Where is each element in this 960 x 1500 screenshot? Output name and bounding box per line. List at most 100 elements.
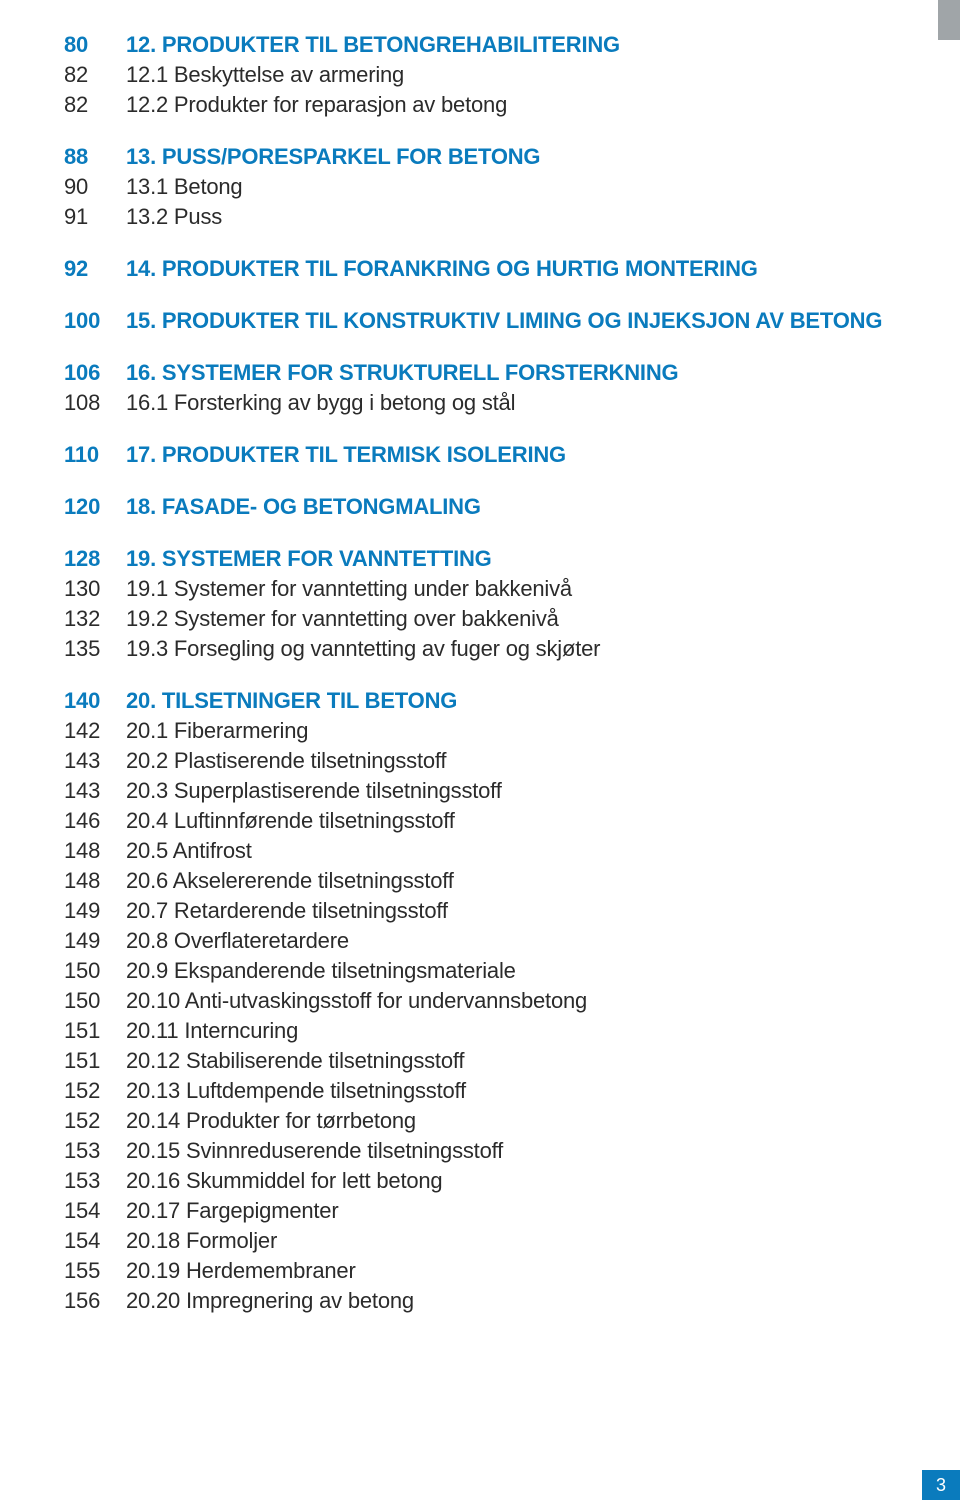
toc-heading-page: 80 — [64, 34, 126, 56]
toc-section: 12819. SYSTEMER FOR VANNTETTING13019.1 S… — [64, 548, 896, 660]
toc-item-label: 20.15 Svinnreduserende tilsetningsstoff — [126, 1140, 503, 1162]
toc-heading-page: 92 — [64, 258, 126, 280]
toc-item-row[interactable]: 9113.2 Puss — [64, 206, 896, 228]
toc-item-label: 20.10 Anti-utvaskingsstoff for undervann… — [126, 990, 587, 1012]
toc-item-label: 13.2 Puss — [126, 206, 222, 228]
toc-item-row[interactable]: 14320.2 Plastiserende tilsetningsstoff — [64, 750, 896, 772]
toc-item-label: 19.1 Systemer for vanntetting under bakk… — [126, 578, 572, 600]
toc-item-label: 20.14 Produkter for tørrbetong — [126, 1110, 416, 1132]
toc-item-page: 151 — [64, 1020, 126, 1042]
toc-item-row[interactable]: 9013.1 Betong — [64, 176, 896, 198]
toc-item-row[interactable]: 14620.4 Luftinnførende tilsetningsstoff — [64, 810, 896, 832]
toc-section: 11017. PRODUKTER TIL TERMISK ISOLERING — [64, 444, 896, 466]
toc-item-page: 152 — [64, 1110, 126, 1132]
toc-heading-page: 88 — [64, 146, 126, 168]
toc-heading-row[interactable]: 12819. SYSTEMER FOR VANNTETTING — [64, 548, 896, 570]
toc-item-row[interactable]: 15320.15 Svinnreduserende tilsetningssto… — [64, 1140, 896, 1162]
toc-item-row[interactable]: 13219.2 Systemer for vanntetting over ba… — [64, 608, 896, 630]
toc-heading-page: 128 — [64, 548, 126, 570]
toc-item-label: 19.2 Systemer for vanntetting over bakke… — [126, 608, 559, 630]
toc-item-row[interactable]: 15520.19 Herdemembraner — [64, 1260, 896, 1282]
toc-item-label: 20.12 Stabiliserende tilsetningsstoff — [126, 1050, 464, 1072]
toc-item-label: 20.19 Herdemembraner — [126, 1260, 356, 1282]
toc-heading-title: 20. TILSETNINGER TIL BETONG — [126, 690, 457, 712]
toc-item-page: 90 — [64, 176, 126, 198]
toc-item-row[interactable]: 13519.3 Forsegling og vanntetting av fug… — [64, 638, 896, 660]
toc-heading-page: 120 — [64, 496, 126, 518]
toc-heading-row[interactable]: 10015. PRODUKTER TIL KONSTRUKTIV LIMING … — [64, 310, 896, 332]
toc-section: 9214. PRODUKTER TIL FORANKRING OG HURTIG… — [64, 258, 896, 280]
page-number: 3 — [936, 1475, 946, 1496]
toc-item-label: 20.20 Impregnering av betong — [126, 1290, 414, 1312]
toc-item-label: 20.11 Interncuring — [126, 1020, 298, 1042]
toc-item-label: 20.7 Retarderende tilsetningsstoff — [126, 900, 448, 922]
toc-item-row[interactable]: 13019.1 Systemer for vanntetting under b… — [64, 578, 896, 600]
toc-item-row[interactable]: 14220.1 Fiberarmering — [64, 720, 896, 742]
toc-item-label: 20.13 Luftdempende tilsetningsstoff — [126, 1080, 466, 1102]
toc-item-row[interactable]: 15320.16 Skummiddel for lett betong — [64, 1170, 896, 1192]
toc-item-row[interactable]: 15220.13 Luftdempende tilsetningsstoff — [64, 1080, 896, 1102]
toc-heading-row[interactable]: 9214. PRODUKTER TIL FORANKRING OG HURTIG… — [64, 258, 896, 280]
toc-heading-page: 110 — [64, 444, 126, 466]
toc-item-label: 20.16 Skummiddel for lett betong — [126, 1170, 442, 1192]
toc-item-page: 143 — [64, 780, 126, 802]
toc-item-label: 20.2 Plastiserende tilsetningsstoff — [126, 750, 446, 772]
toc-heading-row[interactable]: 8813. PUSS/PORESPARKEL FOR BETONG — [64, 146, 896, 168]
toc-item-page: 152 — [64, 1080, 126, 1102]
toc-item-row[interactable]: 14820.6 Akselererende tilsetningsstoff — [64, 870, 896, 892]
toc-item-row[interactable]: 8212.1 Beskyttelse av armering — [64, 64, 896, 86]
toc-item-page: 150 — [64, 960, 126, 982]
toc-item-row[interactable]: 14820.5 Antifrost — [64, 840, 896, 862]
toc-item-page: 153 — [64, 1140, 126, 1162]
toc-item-page: 82 — [64, 94, 126, 116]
toc-heading-row[interactable]: 10616. SYSTEMER FOR STRUKTURELL FORSTERK… — [64, 362, 896, 384]
toc-item-label: 20.3 Superplastiserende tilsetningsstoff — [126, 780, 502, 802]
toc-item-page: 149 — [64, 900, 126, 922]
toc-heading-title: 19. SYSTEMER FOR VANNTETTING — [126, 548, 492, 570]
toc-item-row[interactable]: 15620.20 Impregnering av betong — [64, 1290, 896, 1312]
toc-item-label: 20.1 Fiberarmering — [126, 720, 308, 742]
toc-item-page: 156 — [64, 1290, 126, 1312]
toc-item-label: 20.6 Akselererende tilsetningsstoff — [126, 870, 454, 892]
toc-item-label: 19.3 Forsegling og vanntetting av fuger … — [126, 638, 600, 660]
toc-heading-title: 15. PRODUKTER TIL KONSTRUKTIV LIMING OG … — [126, 310, 882, 332]
toc-item-page: 146 — [64, 810, 126, 832]
toc-section: 8813. PUSS/PORESPARKEL FOR BETONG 9013.1 … — [64, 146, 896, 228]
toc-item-row[interactable]: 14320.3 Superplastiserende tilsetningsst… — [64, 780, 896, 802]
toc-item-row[interactable]: 15120.12 Stabiliserende tilsetningsstoff — [64, 1050, 896, 1072]
toc-item-page: 130 — [64, 578, 126, 600]
toc-item-page: 148 — [64, 840, 126, 862]
toc-heading-title: 18. FASADE- OG BETONGMALING — [126, 496, 481, 518]
toc-item-label: 20.5 Antifrost — [126, 840, 252, 862]
toc-heading-page: 100 — [64, 310, 126, 332]
toc-heading-row[interactable]: 11017. PRODUKTER TIL TERMISK ISOLERING — [64, 444, 896, 466]
toc-item-page: 82 — [64, 64, 126, 86]
toc-item-row[interactable]: 15420.18 Formoljer — [64, 1230, 896, 1252]
toc-item-label: 12.1 Beskyttelse av armering — [126, 64, 404, 86]
toc-heading-row[interactable]: 14020. TILSETNINGER TIL BETONG — [64, 690, 896, 712]
toc-item-page: 154 — [64, 1230, 126, 1252]
toc-item-row[interactable]: 14920.7 Retarderende tilsetningsstoff — [64, 900, 896, 922]
toc-heading-row[interactable]: 12018. FASADE- OG BETONGMALING — [64, 496, 896, 518]
toc-item-row[interactable]: 15220.14 Produkter for tørrbetong — [64, 1110, 896, 1132]
toc-heading-page: 140 — [64, 690, 126, 712]
toc-item-row[interactable]: 8212.2 Produkter for reparasjon av beton… — [64, 94, 896, 116]
toc-item-row[interactable]: 15120.11 Interncuring — [64, 1020, 896, 1042]
toc-section: 12018. FASADE- OG BETONGMALING — [64, 496, 896, 518]
toc-item-row[interactable]: 15020.10 Anti-utvaskingsstoff for underv… — [64, 990, 896, 1012]
toc-section: 10015. PRODUKTER TIL KONSTRUKTIV LIMING … — [64, 310, 896, 332]
toc-item-page: 91 — [64, 206, 126, 228]
toc-container: 8012. PRODUKTER TIL BETONGREHABILITERING… — [64, 34, 896, 1342]
toc-item-label: 16.1 Forsterking av bygg i betong og stå… — [126, 392, 515, 414]
toc-item-page: 149 — [64, 930, 126, 952]
toc-item-row[interactable]: 15020.9 Ekspanderende tilsetningsmateria… — [64, 960, 896, 982]
toc-item-row[interactable]: 15420.17 Fargepigmenter — [64, 1200, 896, 1222]
toc-heading-row[interactable]: 8012. PRODUKTER TIL BETONGREHABILITERING — [64, 34, 896, 56]
toc-section: 10616. SYSTEMER FOR STRUKTURELL FORSTERK… — [64, 362, 896, 414]
scrollbar-indicator — [938, 0, 960, 40]
toc-item-row[interactable]: 14920.8 Overflateretardere — [64, 930, 896, 952]
toc-item-row[interactable]: 10816.1 Forsterking av bygg i betong og … — [64, 392, 896, 414]
toc-item-label: 20.18 Formoljer — [126, 1230, 277, 1252]
toc-item-page: 155 — [64, 1260, 126, 1282]
toc-item-page: 151 — [64, 1050, 126, 1072]
